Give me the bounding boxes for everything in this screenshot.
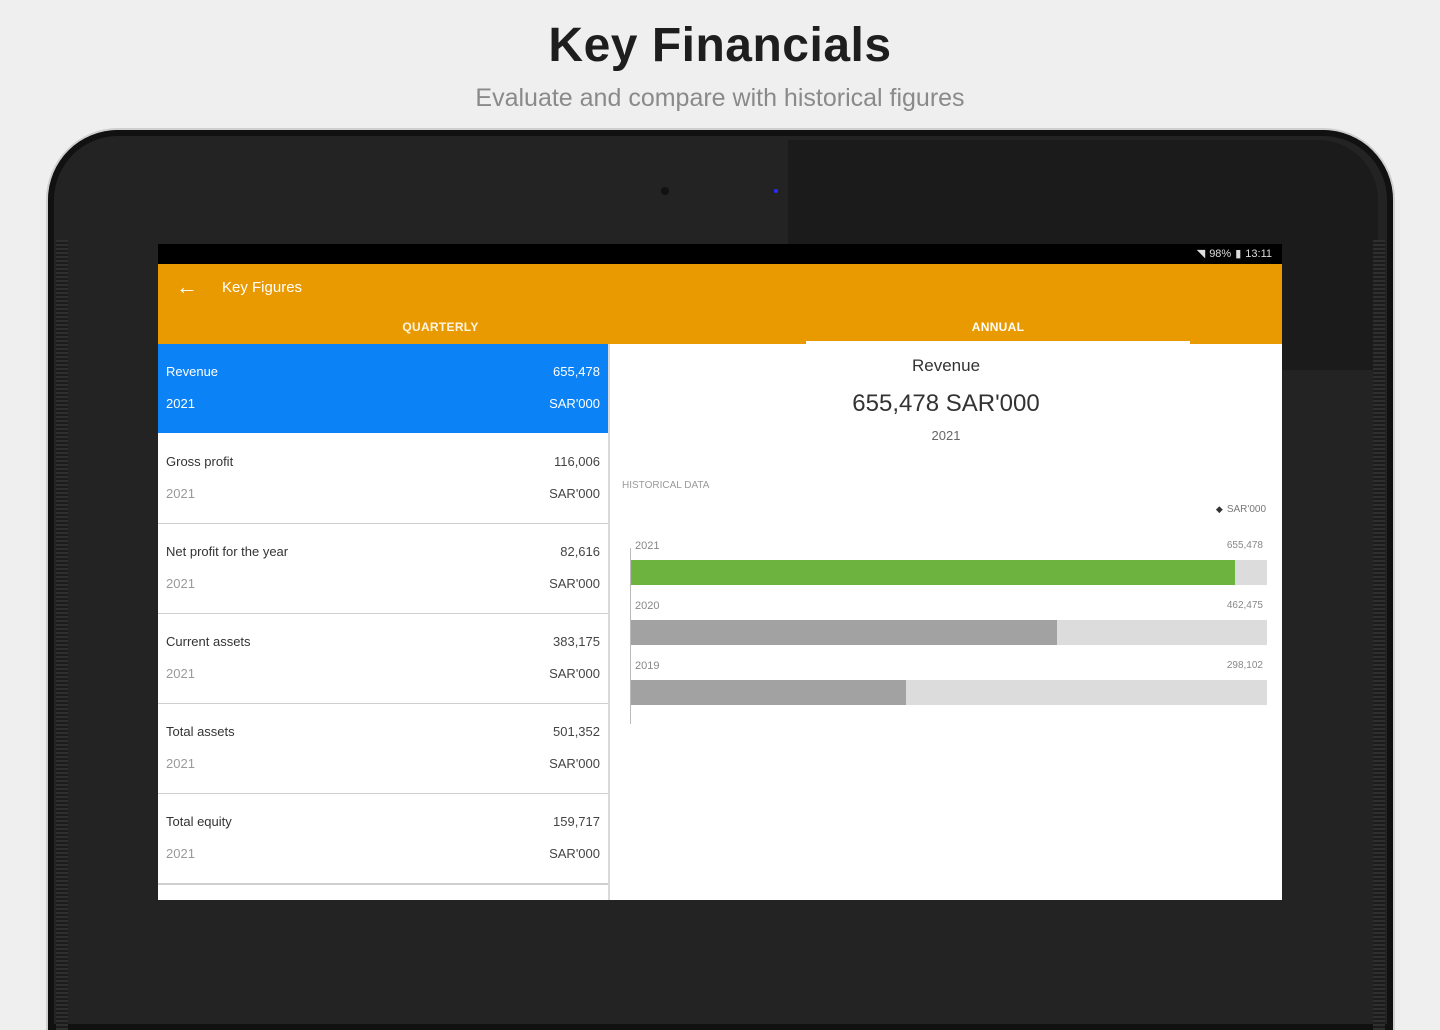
- historical-bar-chart: 2021 655,478 2020 462,475 2019 298,102: [610, 534, 1282, 734]
- bar-row: 2019 298,102: [631, 654, 1267, 705]
- historical-data-label: HISTORICAL DATA: [622, 480, 710, 491]
- figure-unit: SAR'000: [549, 486, 600, 501]
- wifi-icon: ◥: [1196, 248, 1206, 260]
- bar-year-label: 2021: [635, 540, 660, 552]
- app-bar-title: Key Figures: [222, 279, 303, 296]
- figure-value: 655,478: [553, 364, 600, 379]
- figure-name: Revenue: [166, 364, 219, 379]
- list-item[interactable]: Total equity 2021 159,717 SAR'000: [158, 794, 608, 885]
- speaker-grille-right: [1373, 240, 1385, 1030]
- legend-label: SAR'000: [1226, 504, 1266, 515]
- figure-unit: SAR'000: [549, 666, 600, 681]
- bar-value-label: 298,102: [1226, 660, 1263, 671]
- promo-title: Key Financials: [548, 19, 892, 72]
- device-screen: ◥ 98% ▮ 13:11 ← Key Figures QUARTERLY AN…: [158, 244, 1282, 900]
- figure-year: 2021: [166, 846, 195, 861]
- promo-subtitle: Evaluate and compare with historical fig…: [475, 84, 965, 112]
- detail-title: Revenue: [911, 356, 981, 375]
- list-item[interactable]: Revenue 2021 655,478 SAR'000: [158, 344, 608, 433]
- figure-year: 2021: [166, 666, 195, 681]
- figure-name: Total equity: [166, 814, 232, 829]
- figure-name: Gross profit: [166, 454, 234, 469]
- figure-name: Current assets: [166, 634, 251, 649]
- figure-value: 501,352: [553, 724, 600, 739]
- bar-row: 2020 462,475: [631, 594, 1267, 645]
- bar-fill: [631, 680, 906, 705]
- figure-year: 2021: [166, 396, 195, 411]
- speaker-grille-left: [56, 240, 68, 1030]
- figure-year: 2021: [166, 486, 195, 501]
- figure-unit: SAR'000: [549, 576, 600, 591]
- battery-icon: ▮: [1235, 248, 1242, 260]
- tab-quarterly[interactable]: QUARTERLY: [402, 320, 479, 334]
- bar-fill: [631, 560, 1235, 585]
- figure-name: Total assets: [166, 724, 235, 739]
- list-item[interactable]: Total assets 2021 501,352 SAR'000: [158, 704, 608, 795]
- bar-track: [631, 680, 1267, 705]
- camera-lens: [661, 187, 669, 195]
- bar-fill: [631, 620, 1057, 645]
- list-item[interactable]: Current assets 2021 383,175 SAR'000: [158, 614, 608, 705]
- bar-year-label: 2019: [635, 660, 660, 672]
- figure-unit: SAR'000: [549, 396, 600, 411]
- bar-value-label: 655,478: [1226, 540, 1263, 551]
- app-bar: ← Key Figures QUARTERLY ANNUAL: [158, 264, 1282, 344]
- back-arrow-icon[interactable]: ←: [176, 274, 198, 299]
- figure-value: 159,717: [553, 814, 600, 829]
- figure-value: 82,616: [560, 544, 600, 559]
- key-figures-list: Revenue 2021 655,478 SAR'000 Gross profit 202…: [158, 344, 608, 900]
- bar-row: 2021 655,478: [631, 534, 1267, 585]
- detail-pane: Revenue 655,478 SAR'000 2021 HISTORICAL …: [610, 344, 1282, 900]
- status-bar: ◥ 98% ▮ 13:11: [158, 244, 1282, 264]
- detail-value: 655,478 SAR'000: [852, 390, 1040, 417]
- detail-year: 2021: [931, 428, 961, 443]
- chart-legend: ◆ SAR'000: [1216, 504, 1266, 515]
- light-sensor: [774, 189, 778, 193]
- figure-value: 383,175: [553, 634, 600, 649]
- figure-year: 2021: [166, 756, 195, 771]
- tab-indicator: [806, 341, 1190, 344]
- battery-percent: 98%: [1209, 247, 1232, 260]
- bar-track: [631, 620, 1267, 645]
- list-item[interactable]: Gross profit 2021 116,006 SAR'000: [158, 434, 608, 525]
- legend-diamond-icon: ◆: [1215, 504, 1223, 514]
- list-item[interactable]: Net profit for the year 2021 82,616 SAR'000: [158, 524, 608, 615]
- figure-unit: SAR'000: [549, 756, 600, 771]
- pane-divider: [608, 344, 610, 900]
- figure-name: Net profit for the year: [166, 544, 289, 559]
- bar-value-label: 462,475: [1226, 600, 1263, 611]
- clock: 13:11: [1245, 247, 1272, 260]
- figure-value: 116,006: [553, 454, 600, 469]
- bar-year-label: 2020: [635, 600, 660, 612]
- figure-year: 2021: [166, 576, 195, 591]
- bar-track: [631, 560, 1267, 585]
- chart-axis: [630, 548, 631, 724]
- figure-unit: SAR'000: [549, 846, 600, 861]
- tab-annual[interactable]: ANNUAL: [971, 320, 1025, 334]
